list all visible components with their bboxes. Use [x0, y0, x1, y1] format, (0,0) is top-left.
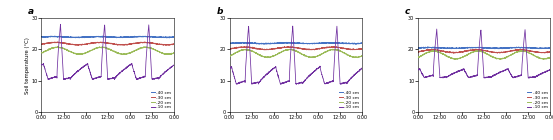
Legend: -40 cm, -30 cm, -20 cm, -10 cm: -40 cm, -30 cm, -20 cm, -10 cm	[338, 90, 360, 110]
Text: b: b	[216, 7, 223, 16]
Y-axis label: Soil temperature (°C): Soil temperature (°C)	[25, 37, 30, 94]
Text: a: a	[28, 7, 34, 16]
Text: c: c	[404, 7, 410, 16]
Legend: -40 cm, -30 cm, -20 cm, -10 cm: -40 cm, -30 cm, -20 cm, -10 cm	[150, 90, 172, 110]
Legend: -40 cm, -30 cm, -20 cm, -10 cm: -40 cm, -30 cm, -20 cm, -10 cm	[526, 90, 548, 110]
